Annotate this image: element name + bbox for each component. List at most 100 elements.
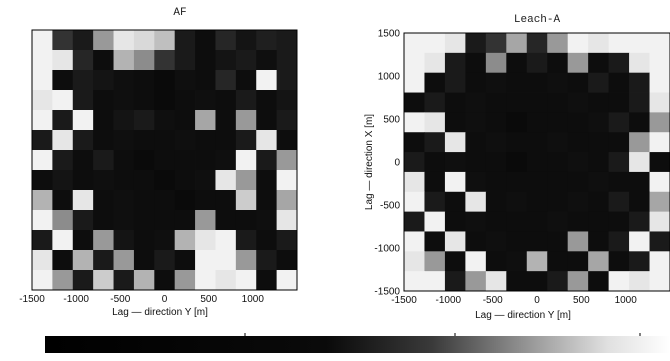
heatmap-cell: [93, 230, 114, 251]
heatmap-cell: [567, 52, 589, 74]
heatmap-cell: [567, 33, 589, 54]
heatmap-cell: [608, 72, 630, 93]
heatmap-cell: [215, 190, 237, 211]
heatmap-cell: [276, 210, 298, 231]
heatmap-cell: [154, 70, 176, 91]
heatmap-cell: [154, 90, 176, 111]
heatmap-cell: [649, 112, 670, 133]
heatmap-cell: [72, 90, 94, 111]
heatmap-cell: [424, 271, 446, 292]
y-tick-labels: 1500 1000 500 0 -500 -1000 -1500: [374, 29, 400, 298]
heatmap-cell: [485, 191, 507, 213]
heatmap-cell: [444, 191, 466, 213]
heatmap-cell: [465, 271, 487, 292]
heatmap-cell: [547, 191, 569, 213]
heatmap-cell: [133, 170, 155, 191]
x-tick-label: -500: [110, 294, 130, 305]
heatmap-cell: [567, 92, 589, 113]
heatmap-cell: [174, 70, 196, 91]
x-axis-label: Lag — direction Y [m]: [112, 307, 208, 318]
heatmap-cell: [567, 231, 589, 252]
heatmap-cell: [526, 72, 548, 93]
heatmap-cell: [444, 231, 466, 252]
heatmap-cell: [444, 33, 466, 54]
heatmap-cell: [424, 231, 446, 252]
heatmap-cell: [547, 132, 569, 153]
heatmap-cell: [506, 132, 528, 153]
heatmap-cell: [174, 150, 196, 171]
heatmap-cell: [32, 250, 53, 271]
heatmap-cell: [93, 170, 114, 191]
heatmap-cell: [154, 230, 176, 251]
heatmap-cell: [588, 211, 610, 232]
heatmap-cell: [485, 112, 507, 133]
colorbar-gradient: [45, 336, 670, 353]
heatmap-cell: [174, 250, 196, 271]
heatmap-cell: [32, 230, 53, 251]
heatmap-cell: [133, 230, 155, 251]
heatmap-cell: [72, 170, 94, 191]
heatmap-cell: [547, 171, 569, 193]
heatmap-cell: [195, 50, 216, 71]
heatmap-cell: [629, 191, 650, 213]
heatmap-cell: [113, 90, 135, 111]
heatmap-cell: [404, 152, 425, 173]
heatmap-cell: [235, 50, 257, 71]
heatmap-cell: [649, 211, 670, 232]
heatmap-cell: [629, 231, 650, 252]
heatmap-cell: [52, 250, 74, 271]
heatmap-cell: [465, 33, 487, 54]
heatmap-cell: [276, 110, 298, 131]
heatmap-cell: [72, 70, 94, 91]
heatmap-cell: [72, 110, 94, 131]
heatmap-cell: [174, 270, 196, 291]
heatmap-cell: [506, 211, 528, 232]
heatmap-cell: [32, 50, 53, 71]
y-tick-label: 1500: [378, 29, 401, 40]
heatmap-cell: [113, 170, 135, 191]
heatmap-cell: [72, 150, 94, 171]
heatmap-cell: [526, 33, 548, 54]
heatmap-cell: [506, 231, 528, 252]
heatmap-cell: [276, 230, 298, 251]
heatmap-cell: [465, 211, 487, 232]
heatmap-cell: [113, 250, 135, 271]
heatmap-cell: [72, 30, 94, 51]
heatmap-cell: [404, 92, 425, 113]
heatmap-cell: [649, 132, 670, 153]
heatmap-cell: [526, 92, 548, 113]
heatmap-cell: [608, 132, 630, 153]
heatmap-cell: [93, 30, 114, 51]
heatmap-cell: [32, 70, 53, 91]
heatmap-cell: [547, 92, 569, 113]
heatmap-cell: [629, 72, 650, 93]
heatmap-cell: [588, 152, 610, 173]
heatmap-cells: [404, 33, 670, 292]
x-tick-label: -1500: [391, 295, 417, 306]
heatmap-cell: [235, 210, 257, 231]
heatmap-cell: [588, 52, 610, 74]
heatmap-cell: [256, 190, 278, 211]
heatmap-cell: [154, 110, 176, 131]
heatmap-cell: [113, 230, 135, 251]
heatmap-cell: [444, 112, 466, 133]
heatmap-cell: [444, 72, 466, 93]
heatmap-cell: [444, 152, 466, 173]
heatmap-cell: [567, 152, 589, 173]
heatmap-cell: [649, 191, 670, 213]
heatmap-cell: [93, 130, 114, 151]
heatmap-cell: [93, 90, 114, 111]
heatmap-cell: [174, 190, 196, 211]
heatmap-cell: [32, 90, 53, 111]
heatmap-cell: [506, 171, 528, 193]
heatmap-cell: [649, 271, 670, 292]
heatmap-cell: [547, 152, 569, 173]
heatmap-cell: [526, 231, 548, 252]
heatmap-cell: [113, 130, 135, 151]
heatmap-cell: [424, 52, 446, 74]
heatmap-cell: [174, 50, 196, 71]
heatmap-cells: [32, 30, 298, 291]
heatmap-cell: [608, 231, 630, 252]
heatmap-cell: [195, 130, 216, 151]
heatmap-cell: [506, 92, 528, 113]
